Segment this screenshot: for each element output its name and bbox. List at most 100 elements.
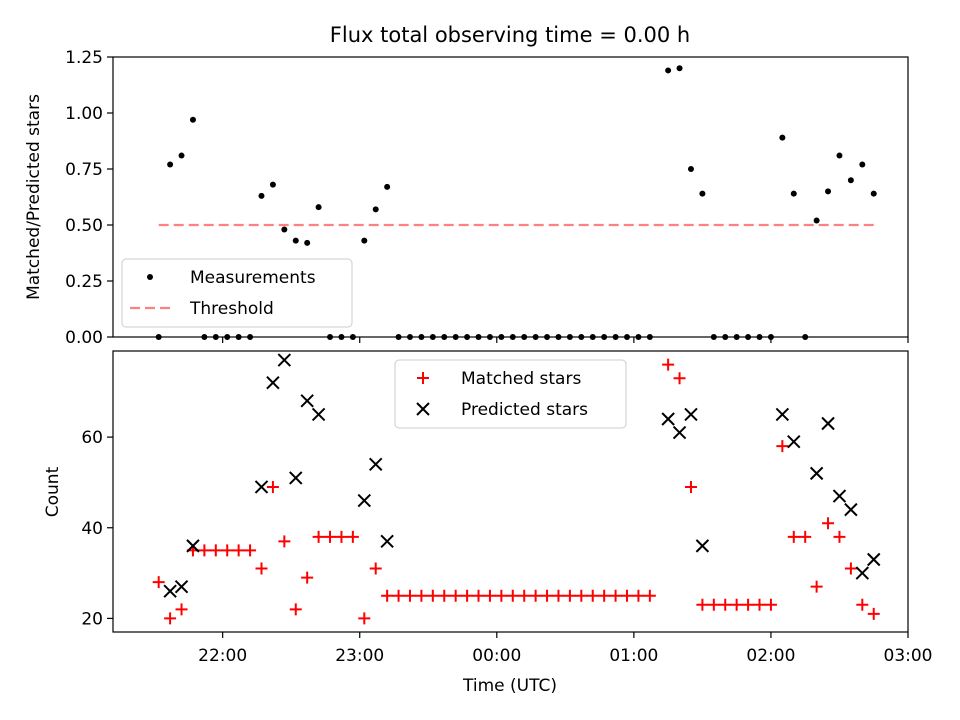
predicted-star-point	[775, 407, 790, 422]
bottom-x-axis-label: Time (UTC)	[462, 676, 557, 696]
matched-star-point	[541, 589, 554, 602]
measurement-point	[327, 334, 334, 340]
predicted-star-point	[311, 407, 326, 422]
matched-star-point	[164, 612, 177, 625]
matched-star-point	[381, 589, 394, 602]
predicted-star-point	[277, 353, 292, 367]
matched-star-point	[563, 589, 576, 602]
top-y-tick-label: 1.00	[65, 104, 103, 124]
measurement-point	[646, 334, 653, 340]
measurement-point	[532, 334, 539, 340]
bottom-y-tick-label: 20	[81, 609, 103, 629]
matched-star-point	[449, 589, 462, 602]
matched-star-point	[856, 598, 869, 611]
measurement-point	[498, 334, 505, 340]
matched-star-point	[844, 562, 857, 575]
matched-star-point	[278, 535, 291, 548]
matched-star-point	[175, 603, 188, 616]
predicted-star-point	[684, 407, 698, 422]
measurement-point	[292, 237, 299, 244]
matched-star-point	[586, 589, 599, 602]
measurement-point	[847, 177, 854, 184]
matched-star-point	[643, 589, 656, 602]
measurement-point	[745, 334, 752, 340]
measurement-point	[441, 334, 448, 340]
matched-star-point	[346, 530, 359, 543]
bottom-y-axis-label: Count	[43, 466, 63, 517]
measurement-point	[566, 334, 573, 340]
predicted-star-point	[254, 480, 269, 494]
chart-title: Flux total observing time = 0.00 h	[330, 23, 690, 47]
matched-star-point	[609, 589, 622, 602]
measurement-point	[281, 226, 288, 233]
matched-star-point	[506, 589, 519, 602]
measurement-point	[779, 134, 786, 141]
predicted-star-point	[174, 579, 189, 594]
matched-star-point	[707, 598, 720, 611]
predicted-star-point	[844, 502, 858, 517]
matched-star-point	[776, 440, 789, 453]
predicted-star-point	[266, 376, 280, 390]
measurement-point	[601, 334, 608, 340]
measurement-point	[384, 183, 391, 190]
predicted-star-point	[787, 434, 801, 449]
measurement-point	[338, 334, 345, 340]
measurement-point	[178, 152, 185, 159]
bottom-x-tick-label: 03:00	[884, 646, 933, 666]
matched-star-point	[799, 530, 812, 543]
matched-star-point	[483, 589, 496, 602]
measurement-point	[722, 334, 729, 340]
legend-entry-label: Threshold	[189, 299, 274, 319]
matched-star-point	[438, 589, 451, 602]
top-y-tick-label: 0.00	[65, 328, 103, 348]
matched-star-point	[403, 589, 416, 602]
measurement-point	[475, 334, 482, 340]
matched-star-point	[301, 571, 314, 584]
measurement-point	[452, 334, 459, 340]
measurement-point	[859, 161, 866, 168]
measurement-point	[429, 334, 436, 340]
matched-star-point	[221, 544, 234, 557]
matched-star-point	[575, 589, 588, 602]
matched-star-point	[621, 589, 634, 602]
measurement-point	[349, 334, 356, 340]
measurement-point	[521, 334, 528, 340]
matched-star-point	[472, 589, 485, 602]
measurement-point	[624, 334, 631, 340]
measurement-point	[825, 188, 832, 195]
predicted-star-point	[357, 493, 372, 508]
legend-box	[394, 359, 627, 429]
bottom-x-tick-label: 02:00	[746, 646, 795, 666]
matched-star-point	[289, 603, 302, 616]
matched-star-point	[742, 598, 755, 611]
measurement-point	[767, 334, 774, 340]
matched-star-point	[552, 589, 565, 602]
predicted-star-point	[369, 457, 383, 472]
measurement-point	[212, 334, 219, 340]
matched-star-point	[324, 530, 337, 543]
predicted-star-point	[672, 425, 687, 440]
measurement-point	[189, 116, 196, 123]
measurement-point	[406, 334, 413, 340]
matched-star-point	[673, 372, 686, 385]
matched-star-point	[369, 562, 382, 575]
measurement-point	[247, 334, 254, 340]
matched-star-point	[822, 517, 835, 530]
measurement-point	[201, 334, 208, 340]
matched-star-point	[335, 530, 348, 543]
measurement-point	[790, 190, 797, 197]
matched-star-point	[684, 480, 697, 493]
matched-star-point	[392, 589, 405, 602]
measurement-point	[361, 237, 368, 244]
matched-star-point	[495, 589, 508, 602]
matched-star-point	[764, 598, 777, 611]
measurement-point	[555, 334, 562, 340]
predicted-star-point	[867, 552, 881, 567]
measurement-point	[870, 190, 877, 197]
measurement-point	[509, 334, 516, 340]
measurement-point	[486, 334, 493, 340]
top-data	[155, 65, 877, 340]
measurement-point	[224, 334, 231, 340]
top-y-tick-label: 0.50	[65, 216, 103, 236]
